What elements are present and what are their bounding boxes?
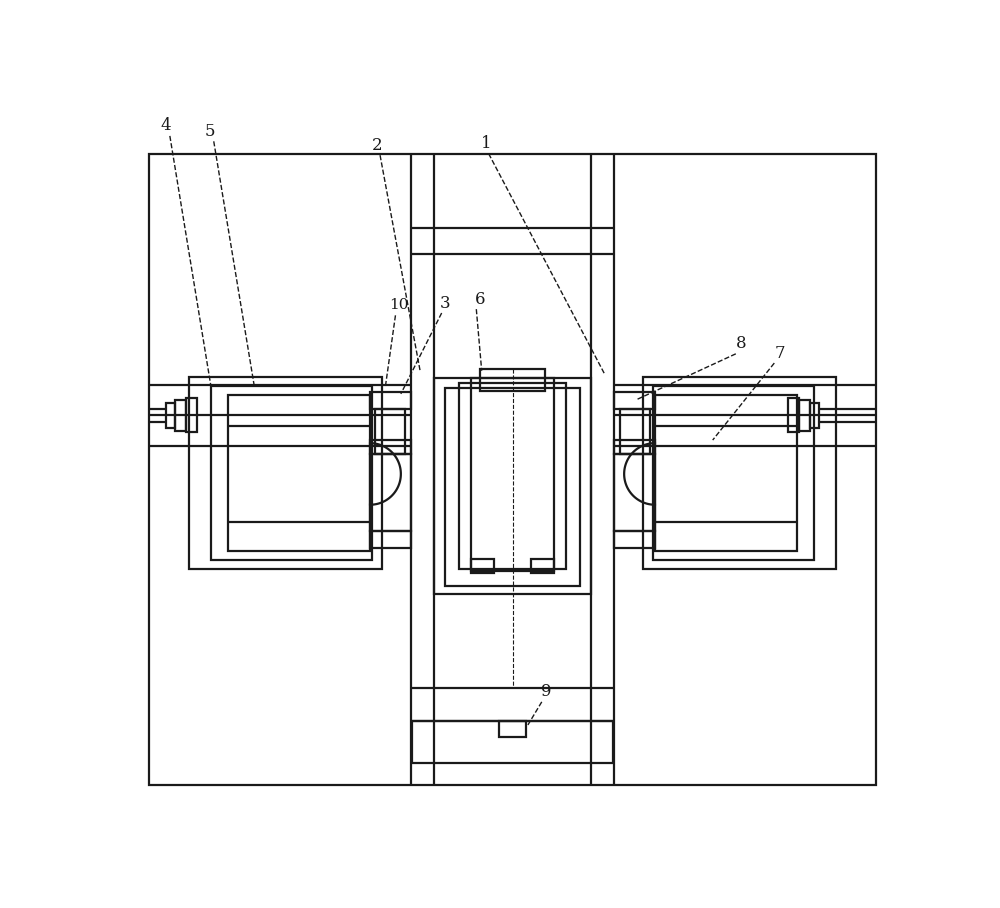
Text: 3: 3 bbox=[440, 294, 451, 311]
Bar bbox=[186, 399, 197, 432]
Bar bbox=[445, 388, 580, 587]
Bar bbox=[228, 395, 370, 551]
Bar bbox=[614, 440, 655, 454]
Text: 7: 7 bbox=[774, 344, 785, 361]
Text: 9: 9 bbox=[541, 684, 552, 700]
Bar bbox=[499, 721, 526, 736]
Bar bbox=[788, 399, 799, 432]
Bar bbox=[799, 400, 810, 430]
Bar bbox=[531, 558, 554, 573]
Bar bbox=[480, 370, 545, 390]
Text: 1: 1 bbox=[481, 135, 492, 153]
Text: 8: 8 bbox=[736, 335, 747, 352]
Bar bbox=[614, 531, 655, 548]
Bar bbox=[412, 721, 613, 764]
Bar bbox=[211, 386, 372, 560]
Text: 4: 4 bbox=[161, 117, 171, 134]
Text: 2: 2 bbox=[372, 136, 382, 153]
Bar bbox=[175, 400, 186, 430]
Bar bbox=[375, 410, 405, 454]
Text: 5: 5 bbox=[205, 123, 215, 140]
Bar bbox=[459, 383, 566, 569]
Bar bbox=[655, 395, 797, 551]
Bar bbox=[370, 440, 411, 454]
Bar bbox=[620, 410, 650, 454]
Bar bbox=[434, 379, 591, 594]
Bar bbox=[166, 403, 175, 428]
Bar bbox=[653, 386, 814, 560]
Bar bbox=[614, 454, 655, 531]
Bar bbox=[810, 403, 819, 428]
Bar bbox=[370, 531, 411, 548]
Bar bbox=[643, 377, 836, 569]
Bar bbox=[370, 392, 411, 410]
Bar bbox=[471, 558, 494, 573]
Bar bbox=[189, 377, 382, 569]
Bar bbox=[614, 392, 655, 410]
Bar bbox=[471, 379, 554, 571]
Text: 10: 10 bbox=[390, 299, 409, 312]
Text: 6: 6 bbox=[475, 291, 485, 308]
Bar bbox=[370, 454, 411, 531]
